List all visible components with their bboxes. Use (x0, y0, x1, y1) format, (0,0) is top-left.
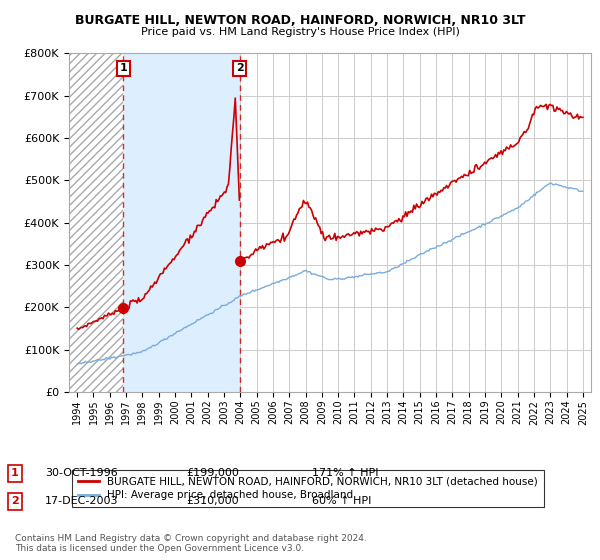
Text: 1: 1 (119, 63, 127, 73)
Text: Contains HM Land Registry data © Crown copyright and database right 2024.
This d: Contains HM Land Registry data © Crown c… (15, 534, 367, 553)
Text: 171% ↑ HPI: 171% ↑ HPI (312, 468, 379, 478)
Text: 2: 2 (236, 63, 244, 73)
Text: 60% ↑ HPI: 60% ↑ HPI (312, 496, 371, 506)
Text: 30-OCT-1996: 30-OCT-1996 (45, 468, 118, 478)
Text: 1: 1 (11, 468, 19, 478)
Text: BURGATE HILL, NEWTON ROAD, HAINFORD, NORWICH, NR10 3LT: BURGATE HILL, NEWTON ROAD, HAINFORD, NOR… (75, 14, 525, 27)
Text: £199,000: £199,000 (186, 468, 239, 478)
Legend: BURGATE HILL, NEWTON ROAD, HAINFORD, NORWICH, NR10 3LT (detached house), HPI: Av: BURGATE HILL, NEWTON ROAD, HAINFORD, NOR… (71, 470, 544, 507)
Bar (124, 53, 239, 392)
Text: 17-DEC-2003: 17-DEC-2003 (45, 496, 119, 506)
Text: Price paid vs. HM Land Registry's House Price Index (HPI): Price paid vs. HM Land Registry's House … (140, 27, 460, 37)
Bar (69, 53, 124, 392)
Text: £310,000: £310,000 (186, 496, 239, 506)
Text: 2: 2 (11, 496, 19, 506)
